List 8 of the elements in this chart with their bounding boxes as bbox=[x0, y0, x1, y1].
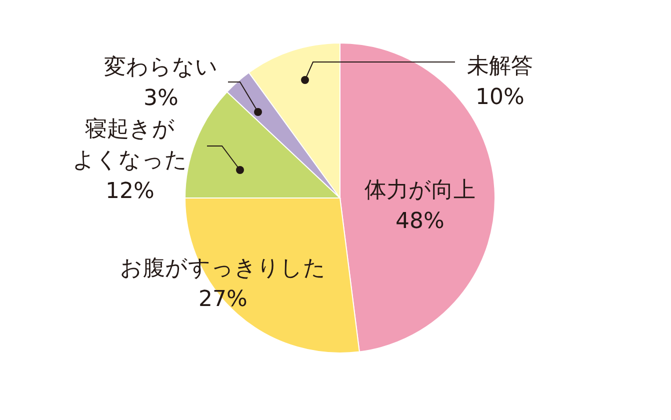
slice-label: 未解答 bbox=[467, 54, 533, 79]
data-label: 12% bbox=[106, 179, 154, 204]
data-label: 48% bbox=[396, 209, 444, 234]
slice-label: 寝起きがよくなった bbox=[72, 117, 188, 173]
data-label: 3% bbox=[144, 86, 178, 111]
slice-label: 体力が向上 bbox=[364, 178, 476, 203]
data-label: 10% bbox=[476, 85, 524, 110]
slice-label: 変わらない bbox=[104, 55, 218, 80]
